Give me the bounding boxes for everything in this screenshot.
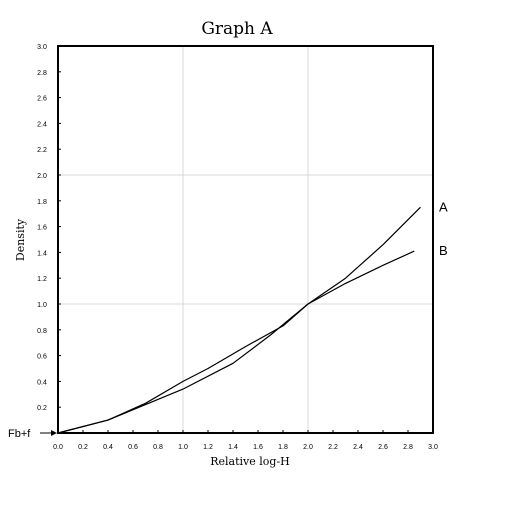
x-tick-label: 1.2	[203, 444, 213, 451]
y-tick-label: 2.4	[37, 121, 47, 128]
y-tick-label: 1.6	[37, 225, 47, 232]
series-label-b: B	[439, 243, 448, 258]
baseline-marker-label: Fb+f	[8, 428, 31, 440]
y-tick-label: 0.4	[37, 379, 47, 386]
y-tick-label: 2.2	[37, 147, 47, 154]
y-axis-ticks: 0.2 0.4 0.6 0.8 1.0 1.2 1.4 1.6 1.8 2.0 2.2 2.4 2.6 2…	[37, 44, 61, 412]
y-tick-label: 0.8	[37, 328, 47, 335]
grid-lines	[58, 46, 433, 433]
series-label-a: A	[439, 199, 448, 214]
x-axis-ticks: 0.0 0.2 0.4 0.6 0.8 1.0 1.2 1.4 1.6 1.8 2.0 2.2 2.4 2…	[53, 430, 438, 451]
baseline-marker: Fb+f	[8, 428, 57, 440]
y-tick-label: 3.0	[37, 44, 47, 51]
baseline-arrow-head	[51, 430, 57, 436]
x-axis-label: Relative log-H	[210, 455, 290, 468]
x-tick-label: 2.8	[403, 444, 413, 451]
y-tick-label: 0.2	[37, 405, 47, 412]
x-tick-label: 3.0	[428, 444, 438, 451]
x-tick-label: 2.2	[328, 444, 338, 451]
y-tick-label: 2.0	[37, 173, 47, 180]
y-tick-label: 2.6	[37, 96, 47, 103]
series-lines: AB	[57, 199, 448, 434]
y-tick-label: 1.4	[37, 250, 47, 257]
x-tick-label: 0.0	[53, 444, 63, 451]
x-tick-label: 2.4	[353, 444, 363, 451]
series-line-a	[57, 206, 421, 434]
x-tick-label: 1.0	[178, 444, 188, 451]
x-tick-label: 1.6	[253, 444, 263, 451]
y-tick-label: 1.8	[37, 199, 47, 206]
x-tick-label: 0.6	[128, 444, 138, 451]
y-tick-label: 2.8	[37, 70, 47, 77]
x-tick-label: 1.4	[228, 444, 238, 451]
x-tick-label: 1.8	[278, 444, 288, 451]
x-tick-label: 0.2	[78, 444, 88, 451]
y-axis-label: Density	[14, 218, 27, 261]
x-tick-label: 2.0	[303, 444, 313, 451]
chart-title: Graph A	[201, 19, 273, 39]
x-tick-label: 0.4	[103, 444, 113, 451]
x-tick-label: 0.8	[153, 444, 163, 451]
series-line-b	[57, 250, 415, 434]
y-tick-label: 1.0	[37, 302, 47, 309]
x-tick-label: 2.6	[378, 444, 388, 451]
plot-frame	[57, 45, 434, 434]
y-tick-label: 1.2	[37, 276, 47, 283]
y-tick-label: 0.6	[37, 354, 47, 361]
